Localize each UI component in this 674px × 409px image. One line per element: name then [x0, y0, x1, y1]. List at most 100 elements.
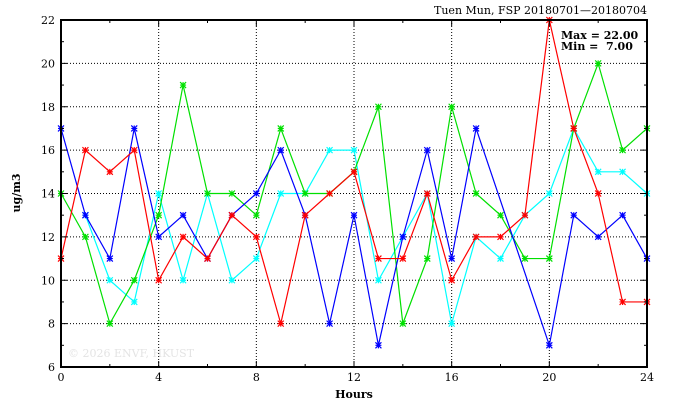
series-cyan: [81, 125, 651, 328]
data-point-cyan: [350, 146, 358, 154]
min-annotation: Min = 7.00: [561, 40, 633, 53]
data-point-blue: [570, 211, 578, 219]
data-point-red: [594, 190, 602, 197]
data-point-red: [472, 233, 480, 241]
data-point-green: [497, 211, 504, 219]
watermark: © 2026 ENVF, HKUST: [68, 347, 195, 360]
data-point-blue: [594, 233, 602, 241]
y-tick-label: 20: [41, 57, 55, 70]
data-point-blue: [374, 341, 382, 349]
data-point-red: [252, 233, 260, 241]
x-tick-label: 16: [445, 371, 459, 384]
data-point-red: [155, 276, 163, 284]
y-tick-label: 8: [48, 318, 55, 331]
data-point-cyan: [619, 168, 627, 176]
x-tick-label: 8: [253, 371, 260, 384]
data-point-cyan: [594, 168, 602, 176]
data-point-cyan: [545, 190, 553, 197]
plot-frame: [60, 19, 648, 368]
y-tick-label: 18: [41, 101, 55, 114]
series-green: [57, 59, 651, 328]
data-point-green: [521, 255, 529, 262]
data-point-cyan: [228, 276, 236, 284]
data-point-red: [301, 211, 309, 219]
data-point-green: [399, 320, 407, 328]
data-point-green: [448, 103, 456, 111]
y-tick-label: 22: [41, 14, 55, 27]
x-tick-label: 20: [542, 371, 556, 384]
y-tick-label: 6: [48, 361, 55, 374]
data-point-cyan: [106, 276, 114, 284]
data-point-red: [374, 255, 382, 262]
data-point-red: [497, 233, 504, 241]
data-point-green: [81, 233, 89, 241]
data-point-blue: [277, 146, 285, 154]
chart-title: Tuen Mun, FSP 20180701—20180704: [434, 4, 647, 17]
data-point-red: [423, 190, 431, 197]
data-point-cyan: [130, 298, 138, 306]
data-point-green: [619, 146, 627, 154]
data-point-green: [423, 255, 431, 262]
y-tick-label: 14: [41, 188, 55, 201]
y-tick-label: 10: [41, 274, 55, 287]
x-tick-label: 4: [155, 371, 162, 384]
data-point-blue: [545, 341, 553, 349]
y-axis-label: ug/m3: [10, 174, 23, 213]
data-point-cyan: [179, 276, 187, 284]
data-point-red: [228, 211, 236, 219]
data-point-red: [448, 276, 456, 284]
data-point-red: [277, 320, 285, 328]
data-point-blue: [252, 190, 260, 197]
data-point-cyan: [497, 255, 504, 262]
data-point-green: [179, 81, 187, 89]
data-point-blue: [350, 211, 358, 219]
data-point-blue: [130, 125, 138, 132]
data-point-red: [326, 190, 334, 197]
data-point-blue: [399, 233, 407, 241]
data-point-blue: [106, 255, 114, 262]
data-point-blue: [155, 233, 163, 241]
x-tick-label: 24: [640, 371, 654, 384]
x-axis-label: Hours: [335, 388, 373, 401]
data-point-red: [350, 168, 358, 176]
data-point-green: [472, 190, 480, 197]
x-tick-label: 0: [58, 371, 65, 384]
data-point-cyan: [374, 276, 382, 284]
y-tick-label: 12: [41, 231, 55, 244]
data-point-green: [106, 320, 114, 328]
data-point-red: [81, 146, 89, 154]
data-point-blue: [448, 255, 456, 262]
data-point-red: [570, 125, 578, 132]
data-point-green: [228, 190, 236, 197]
data-point-blue: [619, 211, 627, 219]
data-point-cyan: [448, 320, 456, 328]
data-point-green: [252, 211, 260, 219]
data-point-red: [619, 298, 627, 306]
data-point-red: [204, 255, 211, 262]
max-annotation: Max = 22.00: [561, 29, 639, 42]
data-point-cyan: [252, 255, 260, 262]
data-point-green: [277, 125, 285, 132]
data-point-green: [545, 255, 553, 262]
data-point-cyan: [277, 190, 285, 197]
data-point-green: [155, 211, 163, 219]
data-point-red: [179, 233, 187, 241]
data-point-green: [130, 276, 138, 284]
data-point-blue: [423, 146, 431, 154]
data-point-green: [374, 103, 382, 111]
y-tick-label: 16: [41, 144, 55, 157]
data-point-red: [521, 211, 529, 219]
data-point-green: [594, 59, 602, 67]
data-point-blue: [81, 211, 89, 219]
data-point-red: [130, 146, 138, 154]
x-tick-label: 12: [347, 371, 361, 384]
data-point-green: [301, 190, 309, 197]
data-point-cyan: [155, 190, 163, 197]
data-point-green: [204, 190, 211, 197]
data-point-blue: [472, 125, 480, 132]
data-point-red: [399, 255, 407, 262]
data-point-blue: [179, 211, 187, 219]
data-point-cyan: [326, 146, 334, 154]
data-point-red: [106, 168, 114, 176]
